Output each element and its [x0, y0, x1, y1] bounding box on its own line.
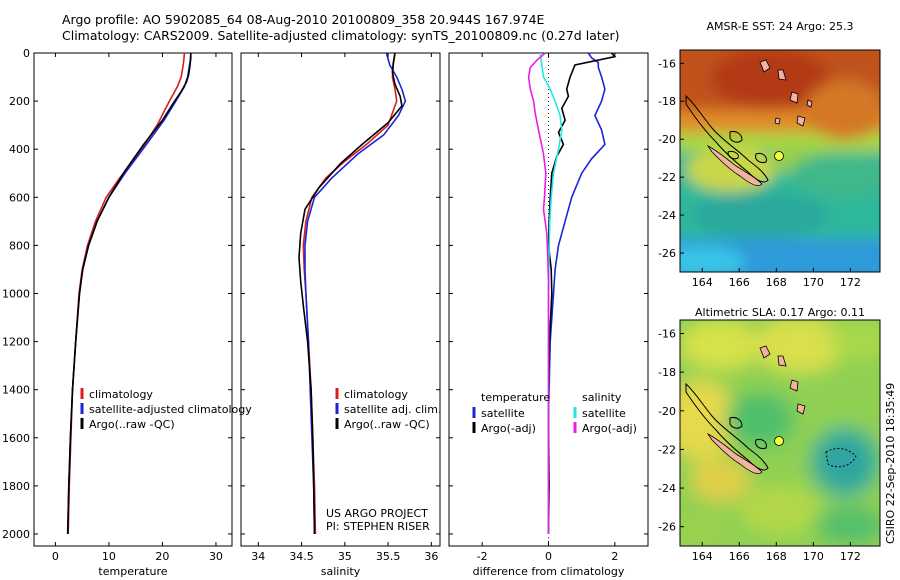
sst_map-ytick-label: -18: [658, 95, 676, 108]
sla_map-ytick-label: -16: [658, 328, 676, 341]
temperature-legend: climatology satellite-adjusted climatolog…: [80, 388, 252, 431]
difference-legend-entry: Argo(-adj): [481, 422, 536, 435]
salinity-series-0: [302, 52, 398, 535]
salinity-series-2: [298, 52, 403, 535]
sst-map-title: AMSR-E SST: 24 Argo: 25.3: [706, 20, 854, 33]
temperature-series-0: [67, 52, 186, 535]
sla-map: 164 166 168 170 172 -16 -18 -20 -22 -24 -26: [658, 319, 881, 563]
sst_map-xtick-label: 172: [840, 276, 861, 289]
temperature-xtick-label: 10: [102, 550, 116, 563]
salinity-legend-entry: climatology: [344, 388, 408, 401]
difference-legend-entry: satellite: [582, 407, 626, 420]
sla_map-ytick-label: -26: [658, 521, 676, 534]
sla_map-xtick-label: 168: [766, 550, 787, 563]
depth-tick-label: 1600: [2, 432, 30, 445]
sla_map-ytick-label: -20: [658, 405, 676, 418]
depth-tick-label: 1200: [2, 336, 30, 349]
temperature-panel: 0 10 20 30 temperature 0 200 400 600 800 1000 1200 1…: [2, 47, 252, 578]
difference-legend-entry: satellite: [481, 407, 525, 420]
difference-series-1: [547, 52, 617, 535]
difference-panel: -2 0 2 difference from climatology temperatu…: [448, 52, 649, 578]
sla_map-xtick-label: 170: [803, 550, 824, 563]
temperature-series-1: [66, 52, 192, 535]
temperature-frame: [33, 52, 233, 547]
sst_map-ytick-label: -26: [658, 247, 676, 260]
salinity-xtick-label: 36: [424, 550, 438, 563]
temperature-legend-entry: Argo(..raw -QC): [89, 418, 175, 431]
depth-tick-label: 1400: [2, 384, 30, 397]
depth-tick-label: 1800: [2, 480, 30, 493]
temperature-legend-entry: satellite-adjusted climatology: [89, 403, 252, 416]
sst_map-ytick-label: -22: [658, 171, 676, 184]
sla_map-ytick-label: -18: [658, 366, 676, 379]
depth-tick-label: 1000: [2, 287, 30, 300]
sst_map-xtick-label: 166: [729, 276, 750, 289]
depth-tick-label: 200: [9, 95, 30, 108]
difference-legend-title: salinity: [582, 391, 622, 404]
sst_map-ytick-label: -16: [658, 57, 676, 70]
figure-title-line-2: Climatology: CARS2009. Satellite-adjuste…: [62, 28, 620, 43]
temperature-xtick-label: 20: [155, 550, 169, 563]
difference-xtick-label: 2: [611, 550, 618, 563]
difference-series-0: [547, 52, 606, 534]
depth-tick-label: 800: [9, 239, 30, 252]
sst-profile-marker: [774, 151, 784, 161]
sla_map-ytick-label: -24: [658, 482, 676, 495]
salinity-xtick-label: 34: [251, 550, 265, 563]
salinity-panel: 34 34.5 35 35.5 36 salinity climatology satelli…: [240, 52, 441, 578]
sst_map-xtick-label: 170: [803, 276, 824, 289]
sla-map-title: Altimetric SLA: 0.17 Argo: 0.11: [694, 306, 866, 319]
salinity-xtick-label: 34.5: [289, 550, 314, 563]
sst-map: 164 166 168 170 172 -16 -18 -20 -22 -24 -26: [658, 49, 881, 289]
difference-xtick-label: 0: [545, 550, 552, 563]
temperature-xlabel: temperature: [98, 565, 167, 578]
salinity-xtick-label: 35.5: [376, 550, 401, 563]
project-annotation: US ARGO PROJECT: [326, 507, 428, 520]
project-annotation: PI: STEPHEN RISER: [326, 520, 430, 533]
sla_map-xtick-label: 164: [692, 550, 713, 563]
figure-title-line-1: Argo profile: AO 5902085_64 08-Aug-2010 …: [62, 12, 545, 27]
salinity-legend-entry: Argo(..raw -QC): [344, 418, 430, 431]
sst_map-ytick-label: -24: [658, 209, 676, 222]
difference-series-3: [527, 52, 550, 534]
depth-tick-label: 0: [23, 47, 30, 60]
difference-xtick-label: -2: [477, 550, 488, 563]
sla_map-xtick-label: 172: [840, 550, 861, 563]
difference-legend-title: temperature: [481, 391, 550, 404]
sst_map-xtick-label: 164: [692, 276, 713, 289]
difference-legend: temperature salinity satellite Argo(-adj) sa…: [472, 391, 637, 435]
difference-xlabel: difference from climatology: [473, 565, 625, 578]
salinity-frame: [240, 52, 441, 547]
difference-legend-entry: Argo(-adj): [582, 422, 637, 435]
sst_map-ytick-label: -20: [658, 133, 676, 146]
depth-tick-label: 400: [9, 143, 30, 156]
salinity-legend: climatology satellite adj. clim. Argo(..ra…: [335, 388, 441, 431]
salinity-series-1: [304, 52, 407, 535]
temperature-xtick-label: 30: [209, 550, 223, 563]
sla_map-xtick-label: 166: [729, 550, 750, 563]
sla_map-ytick-label: -22: [658, 443, 676, 456]
salinity-legend-entry: satellite adj. clim.: [344, 403, 441, 416]
salinity-xtick-label: 35: [338, 550, 352, 563]
sst_map-xtick-label: 168: [766, 276, 787, 289]
sla-profile-marker: [774, 436, 784, 446]
depth-tick-label: 600: [9, 191, 30, 204]
temperature-xtick-label: 0: [52, 550, 59, 563]
salinity-xlabel: salinity: [321, 565, 361, 578]
temperature-legend-entry: climatology: [89, 388, 153, 401]
temperature-series-2: [66, 53, 192, 535]
depth-tick-label: 2000: [2, 528, 30, 541]
